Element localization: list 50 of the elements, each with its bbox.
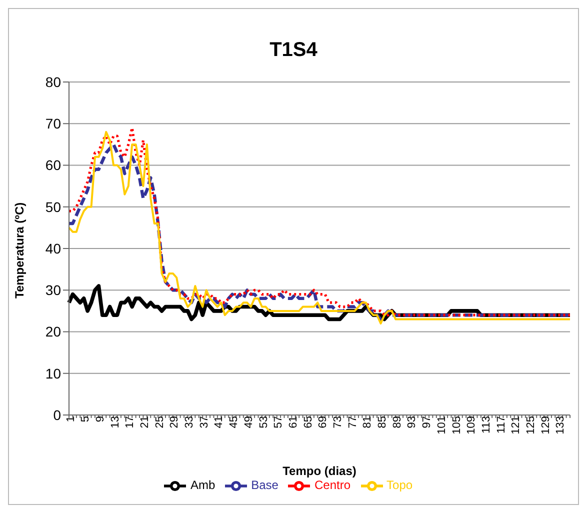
x-tick-label: 57 — [272, 416, 285, 428]
x-tick-label: 105 — [450, 416, 463, 434]
x-tick-label: 65 — [302, 416, 314, 428]
x-tick-label: 1 — [64, 416, 77, 422]
x-tick-label: 21 — [139, 416, 152, 428]
y-tick-label: 30 — [45, 282, 62, 298]
x-tick-label: 97 — [421, 416, 434, 428]
x-tick-label: 29 — [168, 416, 181, 428]
x-tick-label: 45 — [228, 416, 240, 428]
x-tick-label: 125 — [524, 416, 537, 434]
x-axis-title: Tempo (dias) — [282, 464, 356, 478]
x-tick-label: 77 — [346, 416, 359, 428]
x-tick-label: 129 — [540, 416, 552, 434]
y-tick-label: 40 — [45, 240, 62, 256]
legend-label: Centro — [314, 478, 351, 492]
x-tick-label: 41 — [213, 416, 226, 428]
x-tick-label: 33 — [184, 416, 196, 428]
x-tick-label: 121 — [510, 416, 522, 434]
y-tick-label: 50 — [45, 198, 62, 215]
x-tick-label: 73 — [332, 416, 344, 428]
x-tick-label: 113 — [480, 416, 492, 434]
y-tick-label: 60 — [45, 157, 62, 174]
x-tick-label: 25 — [154, 416, 166, 428]
y-tick-label: 10 — [45, 365, 62, 382]
y-tick-label: 20 — [45, 324, 62, 340]
legend-label: Base — [251, 478, 278, 492]
x-tick-label: 93 — [406, 416, 418, 428]
x-tick-label: 69 — [317, 416, 330, 428]
y-axis-title: Temperatura (ºC) — [12, 202, 26, 298]
legend-label: Amb — [190, 478, 216, 492]
x-tick-label: 109 — [466, 416, 478, 434]
legend-label: Topo — [386, 478, 413, 492]
x-tick-label: 53 — [258, 416, 270, 428]
x-tick-label: 81 — [362, 416, 374, 428]
x-tick-label: 85 — [376, 416, 389, 428]
x-tick-label: 13 — [109, 416, 122, 428]
x-tick-label: 17 — [124, 416, 136, 428]
x-tick-label: 49 — [242, 416, 255, 428]
chart-title: T1S4 — [268, 39, 318, 62]
x-tick-label: 89 — [391, 416, 404, 428]
x-tick-label: 37 — [198, 416, 210, 428]
x-tick-label: 9 — [94, 416, 106, 422]
x-tick-label: 61 — [287, 416, 300, 428]
x-tick-label: 117 — [495, 416, 508, 434]
y-tick-label: 0 — [53, 406, 62, 423]
x-tick-label: 5 — [80, 416, 92, 422]
x-tick-label: 133 — [554, 416, 567, 434]
y-tick-label: 70 — [45, 116, 62, 132]
y-tick-label: 80 — [45, 74, 62, 90]
x-tick-label: 101 — [436, 416, 448, 434]
